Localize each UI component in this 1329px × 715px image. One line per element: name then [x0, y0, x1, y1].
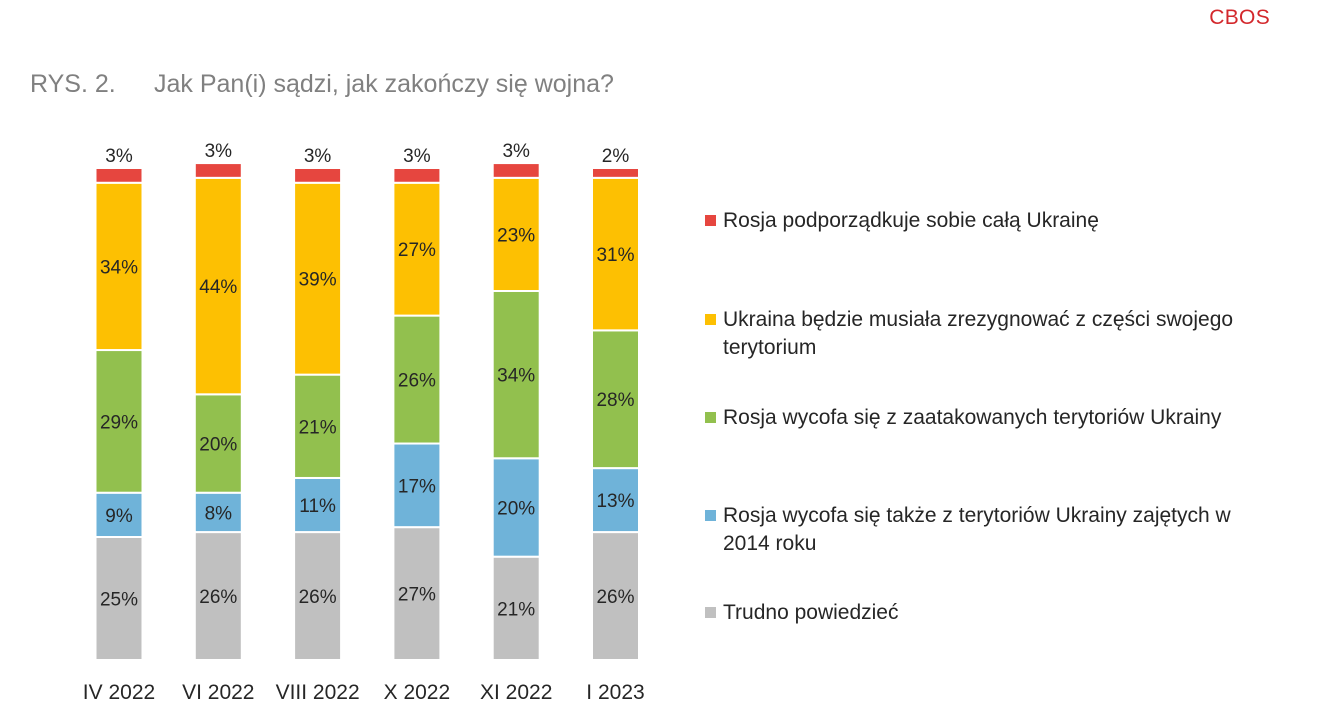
- data-label: 27%: [398, 240, 436, 261]
- legend-item-russia-withdraws-2014: Rosja wycofa się także z terytoriów Ukra…: [705, 502, 1265, 558]
- data-label: 11%: [299, 496, 336, 517]
- legend-swatch: [705, 510, 716, 521]
- bar-segment-viii-2022-rosja-podporzadkuje-sobie-ca-a: [293, 167, 343, 184]
- data-label: 44%: [199, 277, 237, 298]
- data-label: 26%: [398, 371, 436, 392]
- data-label: 21%: [299, 417, 337, 438]
- stacked-bar-chart: 25% 9% 29% 34% 3% IV 2022 26% 8% 20% 44% 3% VI 2022…: [83, 141, 645, 704]
- data-label: 3%: [403, 146, 431, 167]
- data-label: 29%: [100, 412, 138, 433]
- bar-segment-vi-2022-trudno-powiedziec: [193, 531, 243, 662]
- bar-segment-vi-2022-ukraina-bedzie-musia-a-zrezygn: [193, 176, 243, 396]
- data-label: 8%: [205, 503, 233, 524]
- legend-item-russia-withdraws-attacked: Rosja wycofa się z zaatakowanych terytor…: [705, 404, 1265, 432]
- x-tick-label: XI 2022: [480, 681, 552, 704]
- legend-label: Ukraina będzie musiała zrezygnować z czę…: [723, 308, 1234, 359]
- bar-segment-i-2023-rosja-wycofa-sie-z-zaatakowany: [591, 329, 640, 470]
- data-label: 25%: [100, 590, 138, 611]
- data-label: 26%: [199, 587, 237, 608]
- bar-segment-x-2022-rosja-wycofa-sie-z-zaatakowany: [392, 314, 442, 445]
- legend-label: Trudno powiedzieć: [723, 601, 899, 624]
- data-label: 20%: [199, 435, 237, 456]
- legend-swatch: [705, 314, 716, 325]
- bar-segment-x-2022-trudno-powiedziec: [392, 526, 442, 661]
- data-label: 39%: [299, 270, 337, 291]
- data-label: 34%: [497, 366, 535, 387]
- data-label: 26%: [596, 587, 634, 608]
- data-label: 17%: [398, 476, 436, 497]
- bar-segment-x-2022-ukraina-bedzie-musia-a-zrezygn: [392, 181, 442, 317]
- bar-segment-iv-2022-rosja-wycofa-sie-takze-z-teryt: [94, 491, 144, 538]
- legend-item-hard-to-say: Trudno powiedzieć: [705, 599, 1265, 627]
- legend-swatch: [705, 607, 716, 618]
- data-label: 20%: [497, 498, 535, 519]
- x-tick-label: VIII 2022: [276, 681, 360, 704]
- data-label: 21%: [497, 599, 535, 620]
- x-tick-label: I 2023: [586, 681, 644, 704]
- legend-label: Rosja wycofa się także z terytoriów Ukra…: [723, 504, 1231, 555]
- legend-item-russia-subjugates: Rosja podporządkuje sobie całą Ukrainę: [705, 207, 1265, 235]
- bar-segment-i-2023-rosja-podporzadkuje-sobie-ca-a: [591, 167, 640, 179]
- chart-title: RYS. 2. Jak Pan(i) sądzi, jak zakończy si…: [30, 70, 614, 99]
- bar-segment-i-2023-trudno-powiedziec: [591, 531, 640, 662]
- data-label: 34%: [100, 257, 138, 278]
- bar-segment-viii-2022-rosja-wycofa-sie-takze-z-teryt: [293, 476, 343, 534]
- bar-segment-vi-2022-rosja-podporzadkuje-sobie-ca-a: [193, 162, 243, 179]
- data-label: 23%: [497, 225, 535, 246]
- bar-segment-x-2022-rosja-podporzadkuje-sobie-ca-a: [392, 167, 442, 184]
- figure-label: RYS. 2.: [30, 70, 116, 98]
- bar-segment-xi-2022-rosja-wycofa-sie-z-zaatakowany: [491, 290, 541, 460]
- bar-segment-xi-2022-rosja-podporzadkuje-sobie-ca-a: [491, 162, 541, 179]
- bar-segment-vi-2022-rosja-wycofa-sie-z-zaatakowany: [193, 393, 243, 494]
- bar-segment-iv-2022-rosja-wycofa-sie-z-zaatakowany: [94, 349, 144, 494]
- legend-label: Rosja wycofa się z zaatakowanych terytor…: [723, 406, 1222, 429]
- bar-segment-viii-2022-rosja-wycofa-sie-z-zaatakowany: [293, 373, 343, 479]
- data-label: 9%: [105, 506, 133, 527]
- legend-swatch: [705, 412, 716, 423]
- data-label: 31%: [596, 245, 634, 266]
- data-label: 26%: [299, 587, 337, 608]
- legend-label: Rosja podporządkuje sobie całą Ukrainę: [723, 209, 1099, 232]
- bar-segment-x-2022-rosja-wycofa-sie-takze-z-teryt: [392, 442, 442, 529]
- data-label: 13%: [596, 491, 634, 512]
- legend-swatch: [705, 215, 716, 226]
- x-tick-label: IV 2022: [83, 681, 155, 704]
- bar-segment-vi-2022-rosja-wycofa-sie-takze-z-teryt: [193, 491, 243, 534]
- title-text: Jak Pan(i) sądzi, jak zakończy się wojna…: [154, 70, 614, 98]
- data-label: 2%: [602, 146, 630, 167]
- legend-item-ukraine-cedes-territory: Ukraina będzie musiała zrezygnować z czę…: [705, 306, 1265, 362]
- bar-segment-i-2023-rosja-wycofa-sie-takze-z-teryt: [591, 467, 640, 534]
- data-label: 3%: [105, 146, 133, 167]
- data-label: 27%: [398, 585, 436, 606]
- data-label: 3%: [205, 141, 233, 162]
- brand-logo-text: CBOS: [1209, 6, 1270, 29]
- x-tick-label: VI 2022: [182, 681, 254, 704]
- data-label: 3%: [502, 141, 530, 162]
- x-tick-label: X 2022: [384, 681, 451, 704]
- data-label: 28%: [596, 390, 634, 411]
- bar-segment-iv-2022-rosja-podporzadkuje-sobie-ca-a: [94, 167, 144, 184]
- data-label: 3%: [304, 146, 332, 167]
